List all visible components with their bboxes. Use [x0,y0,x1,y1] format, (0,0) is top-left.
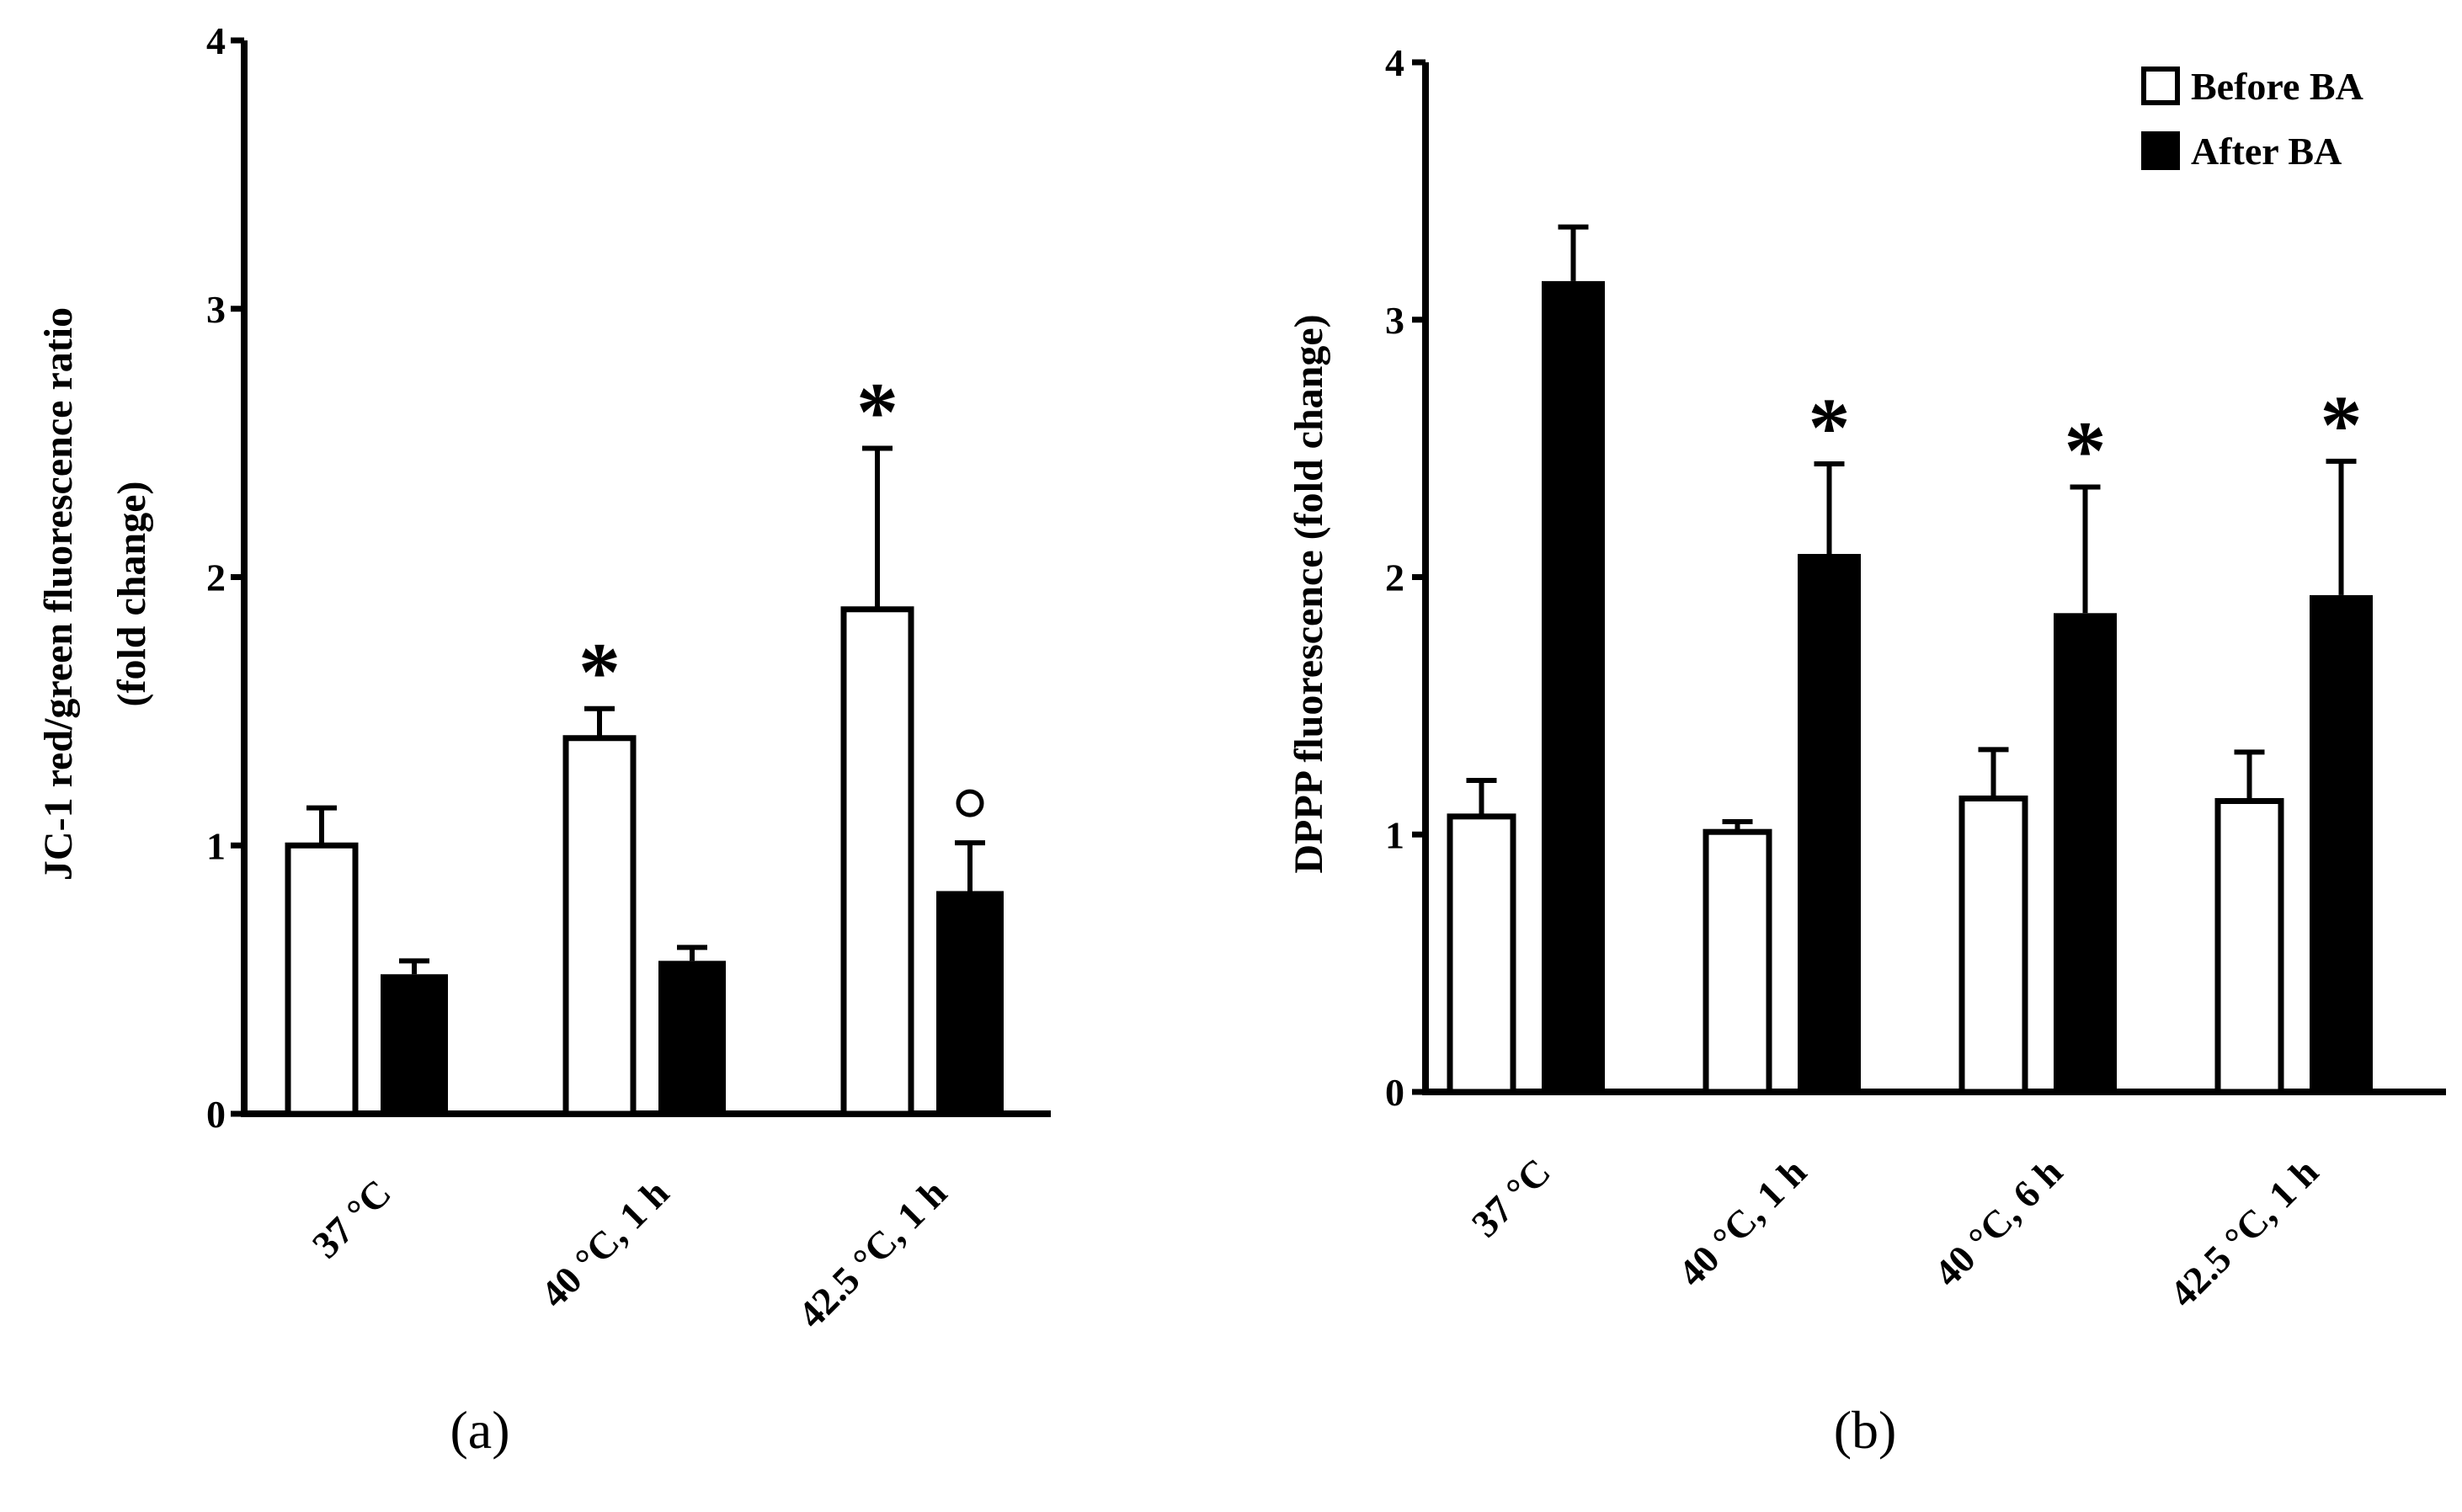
bar [1958,795,2028,1095]
bar [1542,280,1605,1092]
bar [658,961,726,1114]
bar [936,891,1004,1114]
legend-swatch [2141,131,2180,170]
bar [285,842,359,1117]
legend-label: Before BA [2191,65,2363,108]
x-tick-label: 40 °C, 6 h [1926,1150,2070,1295]
significance-circle [956,789,984,817]
bar [1447,813,1516,1095]
x-tick-label: 40 °C, 1 h [532,1171,677,1316]
bar [2054,613,2117,1092]
panel-label: (b) [1834,1400,1897,1460]
y-tick-label: 0 [1385,1071,1404,1114]
y-tick-label: 1 [1385,813,1404,856]
x-tick-label: 37 °C [304,1171,399,1266]
y-tick-label: 3 [206,288,226,331]
x-tick-label: 40 °C, 1 h [1670,1150,1815,1295]
y-tick-label: 4 [1385,41,1404,84]
bar [381,974,448,1114]
y-tick-label: 1 [206,824,226,867]
bar [1798,553,1861,1092]
y-tick-label: 2 [1385,556,1404,599]
y-tick-label: 0 [206,1093,226,1136]
significance-asterisk: * [1809,381,1851,474]
legend-swatch [2141,67,2180,105]
significance-asterisk: * [2321,378,2363,471]
bar [1703,828,1772,1095]
chart-panel-b: 0 1 2 3 4 DPPP fluorescence (fold change) 37 °… [1287,41,2446,1460]
bar [2214,798,2284,1095]
significance-asterisk: * [856,365,898,459]
y-axis-label: DPPP fluorescence (fold change) [1287,314,1331,873]
x-tick-label: 37 °C [1463,1150,1559,1245]
y-axis-label: JC-1 red/green fluorescence ratio [36,307,81,881]
y-tick-label: 2 [206,556,226,599]
y-tick-label: 3 [1385,299,1404,342]
chart-panel-a: 0 1 2 3 4 JC-1 red/green fluorescence ratio (f… [36,19,1051,1460]
bar [2310,594,2373,1092]
y-tick-label: 4 [206,19,226,62]
bar [562,735,637,1117]
x-tick-label: 42.5 °C, 1 h [790,1171,955,1336]
bar [840,606,914,1117]
panel-label: (a) [450,1400,509,1460]
legend-label: After BA [2191,130,2342,173]
x-tick-label: 42.5 °C, 1 h [2161,1150,2326,1315]
significance-asterisk: * [2065,403,2107,497]
y-axis-label: (fold change) [109,482,154,707]
significance-asterisk: * [578,626,621,719]
